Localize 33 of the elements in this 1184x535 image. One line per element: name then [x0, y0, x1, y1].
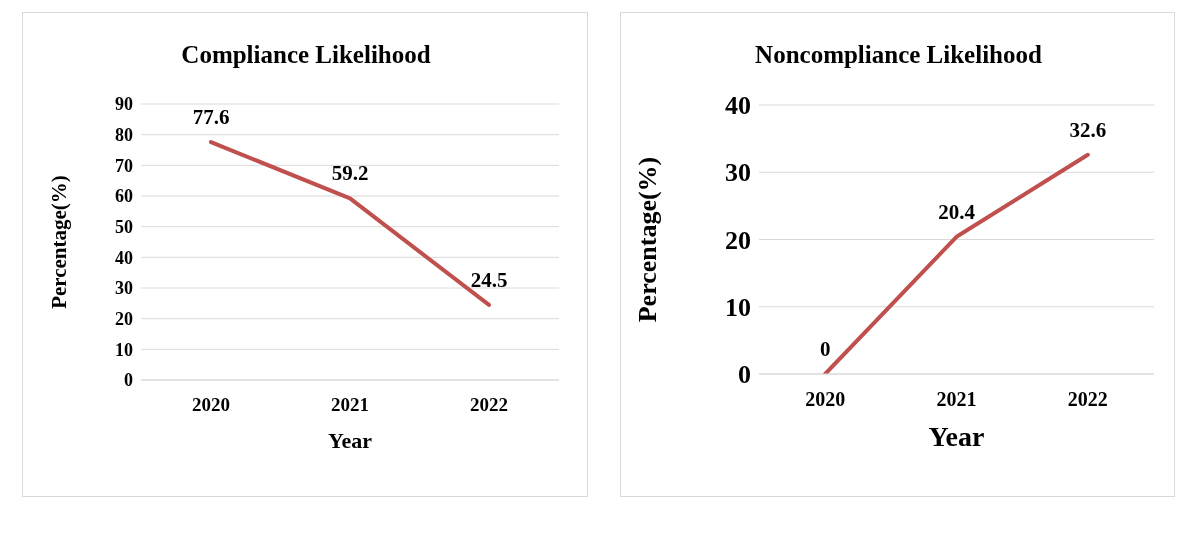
y-tick-label: 80 — [115, 125, 133, 146]
chart-title: Compliance Likelihood — [180, 41, 432, 69]
y-tick-label: 0 — [738, 360, 751, 390]
y-tick-label: 70 — [115, 155, 133, 176]
y-axis-title: Percentage(%) — [47, 175, 72, 309]
y-tick-label: 30 — [115, 278, 133, 299]
chart-title: Noncompliance Likelihood — [754, 41, 1043, 69]
y-tick-label: 10 — [115, 339, 133, 360]
data-label: 0 — [819, 337, 831, 361]
y-tick-label: 40 — [725, 91, 751, 121]
y-tick-label: 0 — [124, 370, 133, 391]
data-label: 24.5 — [470, 267, 508, 292]
y-tick-label: 10 — [725, 292, 751, 322]
x-tick-label: 2021 — [331, 394, 369, 416]
x-axis-title: Year — [928, 420, 985, 452]
x-tick-label: 2021 — [936, 388, 977, 411]
data-label: 20.4 — [938, 199, 976, 224]
x-tick-label: 2022 — [1067, 388, 1108, 411]
y-tick-label: 20 — [115, 309, 133, 330]
data-label: 59.2 — [331, 161, 369, 186]
y-tick-label: 40 — [115, 247, 133, 268]
y-tick-label: 20 — [725, 225, 751, 255]
y-tick-label: 50 — [115, 217, 133, 238]
data-label: 32.6 — [1069, 117, 1107, 142]
y-tick-label: 60 — [115, 186, 133, 207]
x-tick-label: 2020 — [192, 394, 230, 416]
y-tick-label: 90 — [115, 94, 133, 115]
x-tick-label: 2022 — [470, 394, 508, 416]
x-tick-label: 2020 — [805, 388, 846, 411]
data-label: 77.6 — [192, 105, 230, 130]
y-axis-title: Percentage(%) — [633, 156, 663, 323]
y-tick-label: 30 — [725, 158, 751, 188]
x-axis-title: Year — [328, 427, 373, 453]
